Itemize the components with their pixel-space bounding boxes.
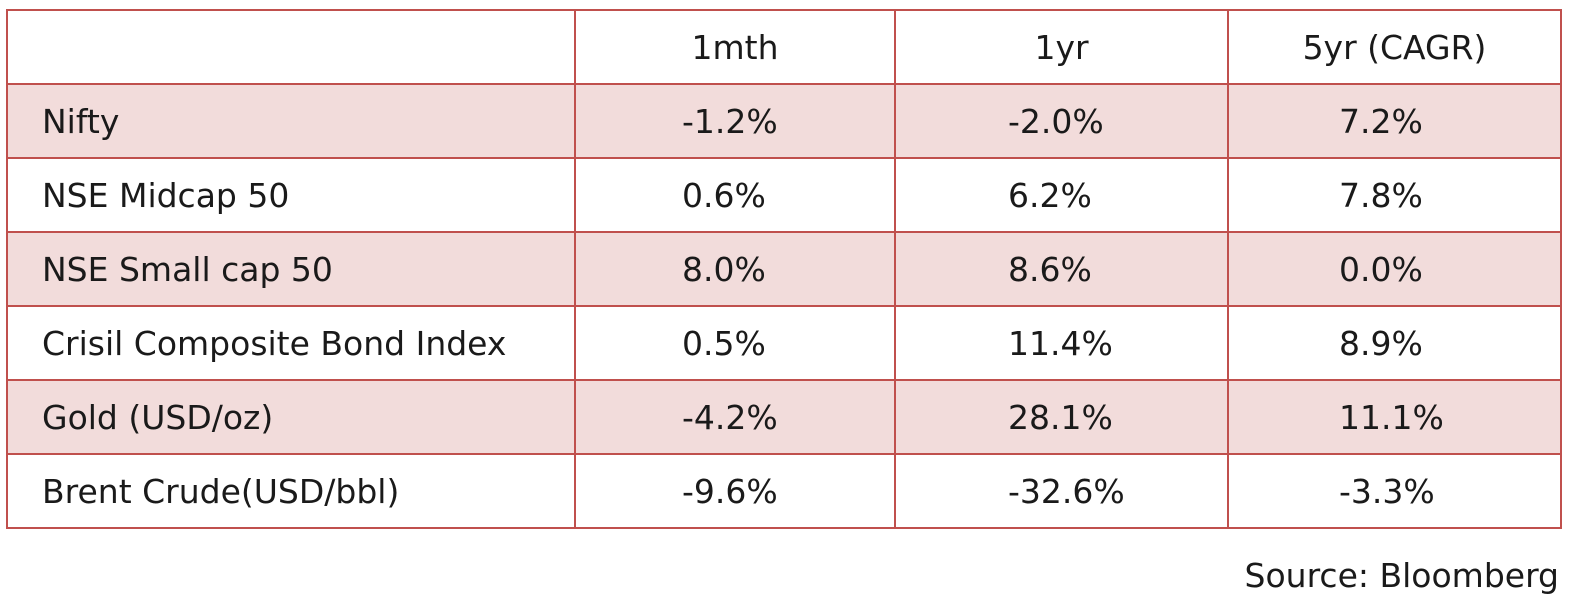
header-1yr: 1yr xyxy=(894,9,1229,85)
cell-1yr: 28.1% xyxy=(894,379,1229,455)
header-1mth: 1mth xyxy=(574,9,896,85)
cell-1mth: 0.6% xyxy=(574,157,896,233)
row-label: Crisil Composite Bond Index xyxy=(6,305,576,381)
row-label: Brent Crude(USD/bbl) xyxy=(6,453,576,529)
cell-1yr: -2.0% xyxy=(894,83,1229,159)
table-row: Crisil Composite Bond Index 0.5% 11.4% 8… xyxy=(6,305,1562,381)
cell-5yr: 7.8% xyxy=(1227,157,1562,233)
cell-5yr: 8.9% xyxy=(1227,305,1562,381)
row-label: Gold (USD/oz) xyxy=(6,379,576,455)
header-5yr-cagr: 5yr (CAGR) xyxy=(1227,9,1562,85)
row-label: NSE Small cap 50 xyxy=(6,231,576,307)
cell-1yr: -32.6% xyxy=(894,453,1229,529)
table-row: Gold (USD/oz) -4.2% 28.1% 11.1% xyxy=(6,379,1562,455)
table-row: NSE Midcap 50 0.6% 6.2% 7.8% xyxy=(6,157,1562,233)
cell-1yr: 11.4% xyxy=(894,305,1229,381)
row-label: NSE Midcap 50 xyxy=(6,157,576,233)
cell-1mth: 8.0% xyxy=(574,231,896,307)
table-row: Brent Crude(USD/bbl) -9.6% -32.6% -3.3% xyxy=(6,453,1562,529)
returns-table: 1mth 1yr 5yr (CAGR) Nifty -1.2% -2.0% 7.… xyxy=(6,9,1562,529)
cell-5yr: 0.0% xyxy=(1227,231,1562,307)
cell-1yr: 8.6% xyxy=(894,231,1229,307)
header-blank xyxy=(6,9,576,85)
cell-1mth: -9.6% xyxy=(574,453,896,529)
cell-5yr: 7.2% xyxy=(1227,83,1562,159)
cell-1mth: -1.2% xyxy=(574,83,896,159)
cell-5yr: 11.1% xyxy=(1227,379,1562,455)
row-label: Nifty xyxy=(6,83,576,159)
cell-5yr: -3.3% xyxy=(1227,453,1562,529)
table-row: NSE Small cap 50 8.0% 8.6% 0.0% xyxy=(6,231,1562,307)
cell-1yr: 6.2% xyxy=(894,157,1229,233)
cell-1mth: 0.5% xyxy=(574,305,896,381)
source-note: Source: Bloomberg xyxy=(1244,556,1559,595)
cell-1mth: -4.2% xyxy=(574,379,896,455)
header-row: 1mth 1yr 5yr (CAGR) xyxy=(6,9,1562,85)
table-row: Nifty -1.2% -2.0% 7.2% xyxy=(6,83,1562,159)
